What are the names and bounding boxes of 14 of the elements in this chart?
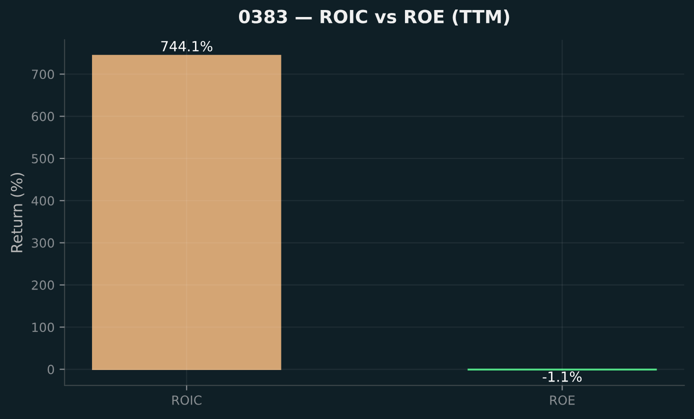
y-tick-label: 700 <box>32 70 54 80</box>
y-tick-label: 200 <box>32 280 54 290</box>
y-tick-label: 0 <box>48 364 54 374</box>
chart-title: 0383 — ROIC vs ROE (TTM) <box>238 9 510 26</box>
data-label: -1.1% <box>542 371 582 382</box>
y-tick-label: 100 <box>32 322 54 332</box>
y-tick-label: 600 <box>32 112 54 122</box>
y-tick-label: 300 <box>32 238 54 248</box>
y-tick-label: 400 <box>32 196 54 206</box>
y-axis-title: Return (%) <box>10 172 24 252</box>
x-tick-label: ROIC <box>172 395 202 405</box>
data-label: 744.1% <box>161 40 212 52</box>
x-tick-label: ROE <box>550 395 575 405</box>
y-tick-label: 500 <box>32 154 54 164</box>
